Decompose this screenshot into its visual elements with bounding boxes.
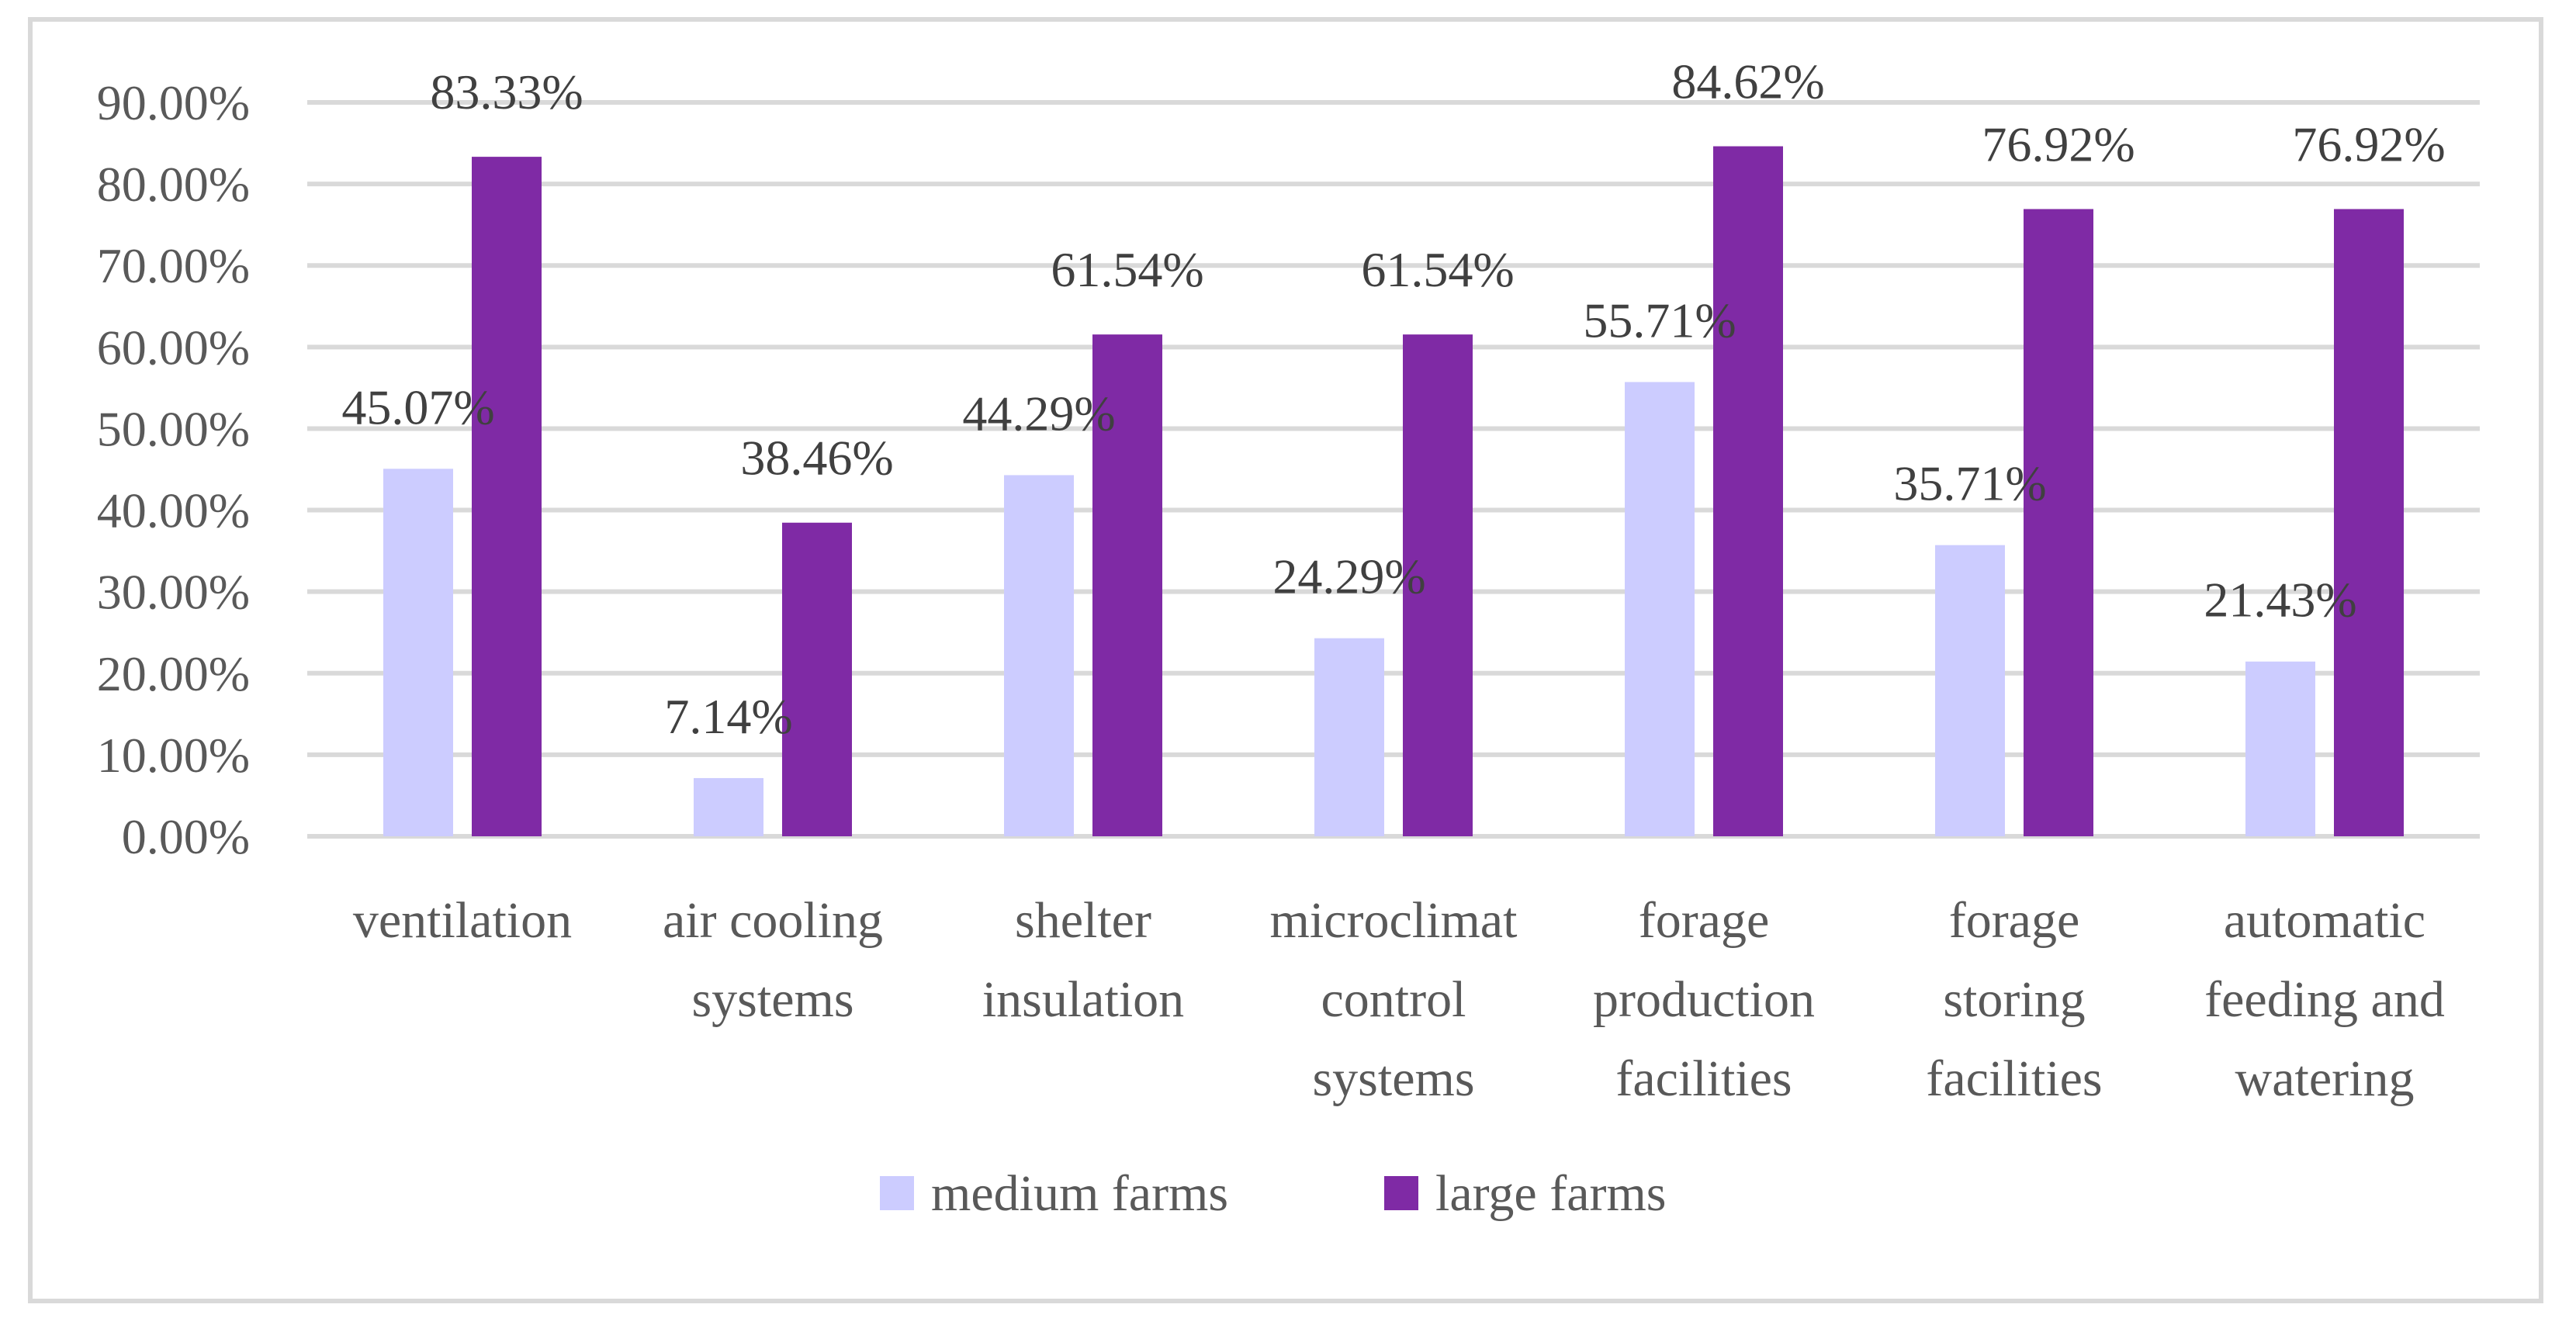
data-label: 76.92% <box>2292 116 2445 171</box>
category-label: storing <box>1943 971 2085 1028</box>
data-label: 24.29% <box>1272 549 1425 604</box>
data-label: 61.54% <box>1361 242 1514 297</box>
data-label: 55.71% <box>1583 292 1736 348</box>
legend-swatch <box>1384 1176 1418 1210</box>
bar-medium <box>1314 638 1384 836</box>
legend: medium farms large farms <box>880 1165 1666 1222</box>
bar-large <box>782 522 852 836</box>
y-tick-label: 10.00% <box>97 728 250 783</box>
category-label: facilities <box>1926 1050 2102 1107</box>
x-axis-category-labels: ventilation air cooling systems shelter insu… <box>353 892 2445 1107</box>
bar-medium <box>1625 382 1695 836</box>
bar-large <box>472 157 542 836</box>
category-label: systems <box>1312 1050 1474 1107</box>
data-label: 83.33% <box>430 64 583 119</box>
bars <box>383 146 2404 836</box>
category-label: microclimat <box>1270 892 1518 949</box>
y-tick-label: 0.00% <box>122 809 250 864</box>
data-label: 38.46% <box>740 431 893 486</box>
category-label: feeding and <box>2204 971 2445 1028</box>
bar-medium <box>1004 475 1074 836</box>
bar-medium <box>1935 545 2005 836</box>
data-label: 45.07% <box>341 379 494 434</box>
bar-large <box>1092 334 1162 836</box>
category-label: systems <box>691 971 853 1028</box>
data-label: 84.62% <box>1671 54 1824 109</box>
data-label: 76.92% <box>1982 116 2135 171</box>
category-label: watering <box>2235 1050 2415 1107</box>
y-tick-label: 60.00% <box>97 320 250 375</box>
category-label: facilities <box>1615 1050 1792 1107</box>
bar-large <box>1713 146 1783 836</box>
y-tick-label: 90.00% <box>97 75 250 130</box>
bar-large <box>2024 209 2093 836</box>
category-label: shelter <box>1015 892 1151 949</box>
y-tick-label: 40.00% <box>97 483 250 538</box>
data-labels: 45.07% 83.33% 7.14% 38.46% 44.29% 61.54% 24.29… <box>341 54 2445 744</box>
category-label: forage <box>1949 892 2080 949</box>
category-label: control <box>1321 971 1466 1028</box>
data-label: 44.29% <box>962 386 1115 441</box>
category-label: insulation <box>982 971 1184 1028</box>
bar-large <box>2334 209 2404 836</box>
bar-large <box>1403 334 1473 836</box>
gridlines <box>307 100 2480 839</box>
data-label: 21.43% <box>2204 573 2356 628</box>
category-label: ventilation <box>353 892 572 949</box>
y-tick-label: 30.00% <box>97 565 250 620</box>
legend-label: medium farms <box>931 1165 1228 1222</box>
legend-label: large farms <box>1435 1165 1666 1222</box>
bar-medium <box>383 469 453 836</box>
y-axis-tick-labels: 0.00% 10.00% 20.00% 30.00% 40.00% 50.00% 60.00… <box>97 75 250 864</box>
bar-medium <box>694 777 763 836</box>
y-tick-label: 20.00% <box>97 646 250 701</box>
bar-medium <box>2245 661 2315 836</box>
y-tick-label: 50.00% <box>97 401 250 456</box>
data-label: 61.54% <box>1051 242 1203 297</box>
y-tick-label: 80.00% <box>97 157 250 212</box>
legend-swatch <box>880 1176 914 1210</box>
data-label: 7.14% <box>664 689 792 744</box>
y-tick-label: 70.00% <box>97 238 250 293</box>
category-label: forage <box>1639 892 1770 949</box>
category-label: production <box>1593 971 1815 1028</box>
category-label: automatic <box>2224 892 2425 949</box>
chart-frame <box>28 17 2543 1303</box>
category-label: air cooling <box>663 892 883 949</box>
data-label: 35.71% <box>1893 456 2046 511</box>
